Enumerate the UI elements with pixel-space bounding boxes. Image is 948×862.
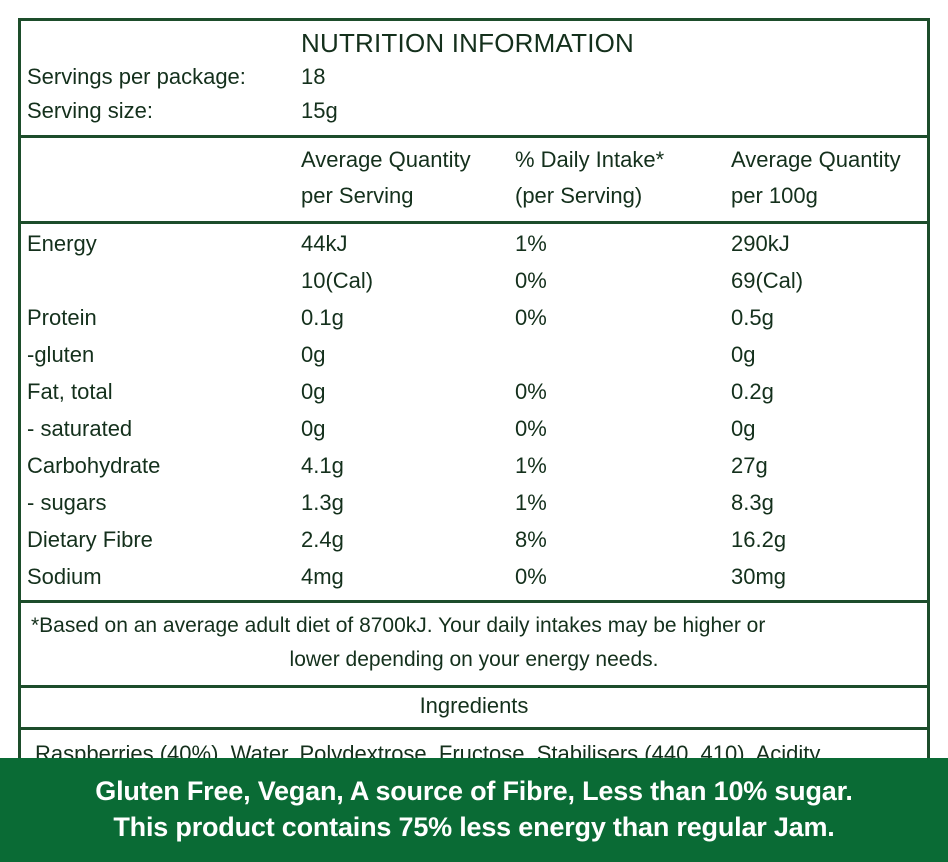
nutrient-per-100g: 8.3g — [731, 490, 774, 516]
serving-size-label: Serving size: — [27, 97, 153, 123]
table-row: - sugars 1.3g 1% 8.3g — [21, 485, 927, 522]
table-row: Dietary Fibre 2.4g 8% 16.2g — [21, 522, 927, 559]
table-row: Carbohydrate 4.1g 1% 27g — [21, 448, 927, 485]
nutrient-name: Protein — [27, 305, 97, 331]
nutrient-per-100g: 0.2g — [731, 379, 774, 405]
nutrient-daily-intake: 0% — [515, 563, 547, 589]
serving-size-row: Serving size: 15g — [21, 94, 927, 127]
table-row: Energy 44kJ 1% 290kJ — [21, 226, 927, 263]
nutrient-per-serving: 0g — [301, 379, 326, 405]
table-row: Sodium 4mg 0% 30mg — [21, 559, 927, 596]
nutrient-per-serving: 44kJ — [301, 231, 348, 257]
column-headers-line2: per Serving (per Serving) per 100g — [21, 178, 927, 214]
nutrient-per-serving: 0.1g — [301, 305, 344, 331]
table-row: Protein 0.1g 0% 0.5g — [21, 300, 927, 337]
nutrient-daily-intake: 8% — [515, 527, 547, 553]
nutrient-per-100g: 0.5g — [731, 305, 774, 331]
nutrient-name: Sodium — [27, 563, 102, 589]
claims-line-2: This product contains 75% less energy th… — [113, 812, 835, 842]
footnote-line-1: *Based on an average adult diet of 8700k… — [31, 613, 766, 637]
nutrient-per-serving: 2.4g — [301, 527, 344, 553]
column-header-per-serving-line2: per Serving — [301, 182, 414, 208]
column-headers-band: Average Quantity % Daily Intake* Average… — [21, 135, 927, 221]
table-row: -gluten 0g 0g — [21, 337, 927, 374]
nutrient-name: - sugars — [27, 490, 107, 516]
footnote-line-2: lower depending on your energy needs. — [289, 647, 659, 671]
claims-line-1: Gluten Free, Vegan, A source of Fibre, L… — [95, 776, 853, 807]
nutrient-daily-intake: 0% — [515, 268, 547, 294]
column-headers-line1: Average Quantity % Daily Intake* Average… — [21, 142, 927, 178]
nutrient-per-serving: 1.3g — [301, 490, 344, 516]
nutrient-name: - saturated — [27, 416, 133, 442]
column-header-daily-intake-line1: % Daily Intake* — [515, 147, 665, 173]
nutrient-per-100g: 290kJ — [731, 231, 790, 257]
nutrient-daily-intake: 0% — [515, 379, 547, 405]
nutrient-per-serving: 10(Cal) — [301, 268, 374, 294]
table-row: 10(Cal) 0% 69(Cal) — [21, 263, 927, 300]
nutrient-daily-intake: 0% — [515, 416, 547, 442]
table-row: - saturated 0g 0% 0g — [21, 411, 927, 448]
nutrient-name: Dietary Fibre — [27, 527, 153, 553]
nutrient-daily-intake: 1% — [515, 490, 547, 516]
nutrient-per-100g: 30mg — [731, 563, 787, 589]
column-header-per-100g-line2: per 100g — [731, 182, 818, 208]
nutrient-name: Carbohydrate — [27, 453, 161, 479]
nutrient-per-serving: 4.1g — [301, 453, 344, 479]
nutrient-per-100g: 16.2g — [731, 527, 787, 553]
product-claims-banner: Gluten Free, Vegan, A source of Fibre, L… — [0, 758, 948, 862]
nutrient-per-serving: 0g — [301, 342, 326, 368]
nutrient-name: Fat, total — [27, 379, 113, 405]
servings-per-package-value: 18 — [301, 64, 326, 90]
header-band: NUTRITION INFORMATION Servings per packa… — [21, 21, 927, 135]
nutrient-rows-band: Energy 44kJ 1% 290kJ 10(Cal) 0% 69(Cal) Protei… — [21, 221, 927, 600]
nutrition-information-table: NUTRITION INFORMATION Servings per packa… — [18, 18, 930, 821]
nutrient-daily-intake: 1% — [515, 453, 547, 479]
nutrient-daily-intake: 0% — [515, 305, 547, 331]
daily-intake-footnote: *Based on an average adult diet of 8700k… — [21, 599, 927, 685]
servings-per-package-label: Servings per package: — [27, 64, 246, 90]
nutrient-name — [21, 263, 297, 300]
nutrient-per-100g: 0g — [731, 342, 756, 368]
nutrient-per-100g: 69(Cal) — [731, 268, 804, 294]
column-header-per-100g-line1: Average Quantity — [731, 147, 901, 173]
nutrient-name: Energy — [27, 231, 97, 257]
nutrient-name: -gluten — [27, 342, 95, 368]
nutrient-per-100g: 0g — [731, 416, 756, 442]
ingredients-heading: Ingredients — [21, 684, 927, 727]
nutrient-per-100g: 27g — [731, 453, 768, 479]
column-header-per-serving-line1: Average Quantity — [301, 147, 471, 173]
nutrient-daily-intake: 1% — [515, 231, 547, 257]
column-header-daily-intake-line2: (per Serving) — [515, 182, 643, 208]
serving-size-value: 15g — [301, 97, 338, 123]
nutrient-per-serving: 0g — [301, 416, 326, 442]
nutrient-daily-intake — [511, 337, 727, 374]
table-row: Fat, total 0g 0% 0.2g — [21, 374, 927, 411]
servings-per-package-row: Servings per package: 18 — [21, 60, 927, 93]
page-title: NUTRITION INFORMATION — [301, 28, 635, 58]
nutrient-per-serving: 4mg — [301, 563, 344, 589]
